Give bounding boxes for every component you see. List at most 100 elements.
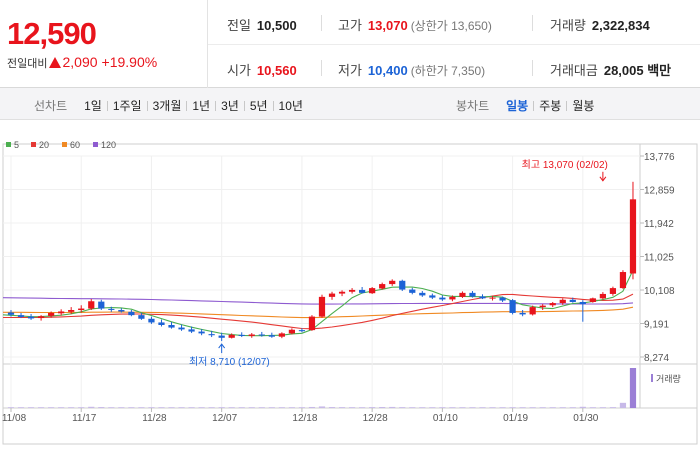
candle-body — [178, 327, 185, 330]
legend-label-5: 5 — [14, 140, 19, 150]
candle-body — [248, 334, 255, 336]
candles — [7, 181, 637, 342]
candle-body — [449, 296, 456, 300]
x-tick-label: 01/19 — [503, 413, 528, 424]
y-tick-label: 11,942 — [644, 219, 674, 230]
candle-body — [168, 324, 175, 328]
volume-bar — [379, 407, 386, 408]
up-triangle-icon — [49, 57, 62, 68]
divider — [146, 100, 148, 111]
volume-bar — [278, 407, 285, 408]
stat-prev-close: 전일 10,500 — [227, 15, 297, 34]
stat-volume: 거래량 2,322,834 — [550, 15, 650, 34]
x-tick-label: 12/07 — [212, 413, 237, 424]
volume-label: 거래량 — [656, 373, 681, 384]
candle-body — [188, 329, 195, 332]
volume-bar — [419, 407, 426, 408]
y-tick-label: 9,191 — [644, 320, 669, 331]
tab-3y[interactable]: 3년 — [221, 99, 239, 113]
x-axis: 11/08 11/17 11/28 12/07 12/18 12/28 01/10 01/19… — [2, 408, 599, 424]
candle-body — [609, 288, 617, 294]
tab-weekly[interactable]: 주봉 — [539, 99, 562, 113]
stat-label: 거래대금 — [550, 63, 598, 78]
legend-swatch-5 — [6, 142, 11, 147]
volume-bar — [429, 407, 436, 408]
tab-1w[interactable]: 1주일 — [112, 99, 142, 113]
tab-3m[interactable]: 3개월 — [152, 99, 182, 113]
stat-label: 시가 — [227, 63, 251, 78]
candle-body — [519, 312, 526, 315]
x-tick-label: 11/28 — [142, 413, 167, 424]
volume-bar — [48, 407, 55, 408]
volume-bar — [298, 407, 306, 408]
candle-body — [238, 334, 245, 336]
divider — [208, 44, 700, 45]
x-tick-label: 11/08 — [2, 413, 27, 424]
volume-bar — [188, 407, 195, 408]
line-chart-label: 선차트 — [34, 99, 68, 113]
volume-bar — [27, 407, 35, 408]
volume-bar — [148, 407, 155, 408]
volume-bar — [449, 407, 456, 408]
candle-body — [569, 299, 576, 302]
candle-body — [78, 308, 85, 311]
low-arrow-head — [218, 343, 226, 349]
candle-body — [599, 293, 606, 299]
volume-bar — [489, 407, 496, 408]
candle-body — [268, 335, 275, 337]
volume-bar — [198, 407, 205, 408]
candle-body — [338, 291, 346, 294]
candle-body — [138, 315, 145, 319]
candle-chart-tabs: 봉차트 일봉 주봉 월봉 — [456, 97, 599, 114]
tab-1y[interactable]: 1년 — [192, 99, 211, 113]
y-tick-label: 13,776 — [644, 152, 675, 163]
chart-border — [2, 143, 698, 445]
candle-body — [288, 329, 296, 334]
candle-body — [218, 335, 225, 338]
tab-monthly[interactable]: 월봉 — [572, 99, 595, 113]
price-summary: 12,590 전일대비 2,090 +19.90% — [0, 0, 208, 88]
volume-bar — [469, 407, 476, 408]
candle-body — [208, 334, 215, 336]
tab-10y[interactable]: 10년 — [278, 99, 303, 113]
ma-line-5 — [2, 270, 634, 337]
volume-bar — [248, 407, 255, 408]
ma-line-120 — [2, 297, 634, 305]
candle-body — [128, 311, 135, 316]
stat-value: 2,322,834 — [591, 18, 650, 33]
lower-limit: (하한가 7,350) — [410, 64, 486, 78]
tab-daily[interactable]: 일봉 — [506, 99, 529, 113]
period-tab-bar: 선차트 1일 1주일 3개월 1년 3년 5년 10년 봉차트 일봉 주봉 월봉 — [0, 88, 700, 120]
x-tick-label: 12/28 — [363, 413, 388, 424]
divider — [321, 15, 322, 31]
stat-value: 10,560 — [256, 63, 297, 78]
volume-bar — [569, 407, 576, 408]
volume-bar — [78, 407, 85, 408]
tab-5y[interactable]: 5년 — [249, 99, 268, 113]
candle-body — [258, 334, 265, 336]
candle-body — [409, 289, 416, 293]
candle-body — [278, 333, 285, 337]
candle-body — [48, 312, 55, 316]
volume-bar — [208, 407, 215, 408]
stat-label: 저가 — [338, 63, 362, 78]
volume-bar — [348, 407, 356, 408]
divider — [106, 100, 108, 111]
price-change: 전일대비 2,090 +19.90% — [7, 54, 161, 71]
x-tick-label: 01/30 — [573, 413, 598, 424]
candle-body — [369, 288, 376, 294]
candle-body — [68, 310, 75, 312]
volume-bar — [609, 407, 617, 408]
volume-bar — [589, 407, 596, 408]
volume-bar — [168, 407, 175, 408]
y-axis: 13,776 12,859 11,942 11,025 10,108 9,191 8,274 — [640, 152, 675, 364]
volume-bar — [37, 407, 45, 408]
candle-chart-label: 봉차트 — [456, 99, 490, 113]
stat-value: 10,400 — [367, 63, 408, 78]
divider — [215, 100, 217, 111]
candle-body — [27, 316, 35, 319]
tab-1d[interactable]: 1일 — [84, 99, 102, 113]
divider — [243, 100, 245, 111]
y-tick-label: 8,274 — [644, 353, 669, 364]
volume-bar — [238, 407, 245, 408]
